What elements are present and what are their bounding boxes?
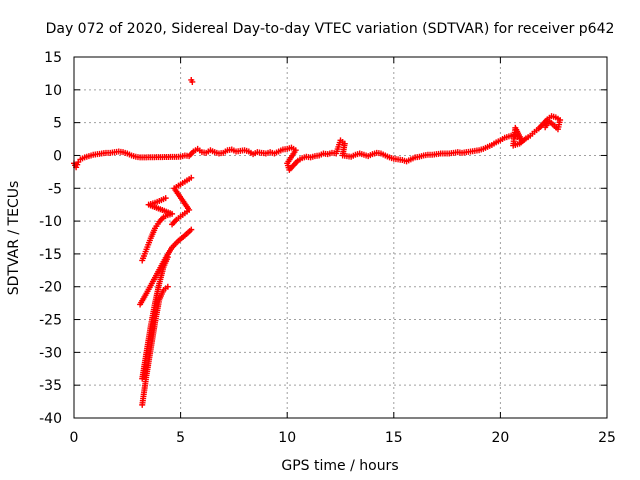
x-tick-label: 10 — [278, 430, 296, 446]
x-tick-label: 5 — [176, 430, 185, 446]
data-point — [164, 254, 171, 261]
y-tick-label: -40 — [39, 411, 62, 427]
data-points — [71, 76, 564, 408]
data-point — [189, 78, 196, 85]
data-point — [164, 283, 171, 290]
x-tick-label: 25 — [598, 430, 616, 446]
x-tick-label: 20 — [491, 430, 509, 446]
y-tick-label: -5 — [48, 181, 62, 197]
x-tick-label: 15 — [385, 430, 403, 446]
y-tick-label: 5 — [53, 116, 62, 132]
y-tick-label: -10 — [39, 214, 62, 230]
y-tick-label: -20 — [39, 280, 62, 296]
y-tick-label: 15 — [44, 50, 62, 66]
y-tick-label: -25 — [39, 313, 62, 329]
chart-title: Day 072 of 2020, Sidereal Day-to-day VTE… — [46, 21, 615, 37]
data-point — [162, 195, 169, 202]
x-tick-label: 0 — [70, 430, 79, 446]
y-tick-label: -15 — [39, 247, 62, 263]
y-tick-label: -30 — [39, 345, 62, 361]
data-point — [542, 124, 549, 131]
y-tick-label: -35 — [39, 378, 62, 394]
grid — [74, 57, 607, 418]
axis-ticks: 0 5 10 15 20 25 -40 -35 -30 -25 -20 -15 -10 -5 0 5 10 15 — [39, 50, 616, 446]
data-point — [188, 226, 195, 233]
data-point — [188, 174, 195, 181]
y-axis-label: SDTVAR / TECUs — [6, 181, 22, 296]
plot-frame — [73, 56, 608, 419]
y-tick-label: 0 — [53, 148, 62, 164]
x-axis-label: GPS time / hours — [281, 458, 398, 474]
y-tick-label: 10 — [44, 83, 62, 99]
